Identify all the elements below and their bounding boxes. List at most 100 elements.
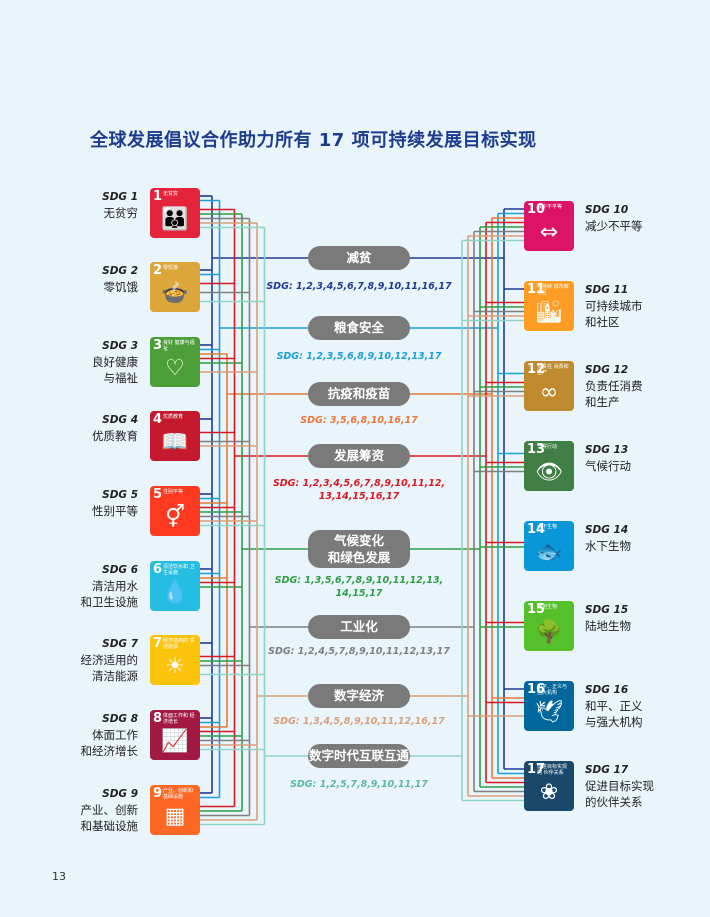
- sdg-name: 负责任消费 和生产: [585, 379, 643, 409]
- tile-name: 优质教育: [163, 414, 184, 420]
- tile-name: 可持续 城市和社区: [537, 284, 569, 296]
- sdg-number: SDG 10: [585, 204, 629, 216]
- area-pill: 数字经济: [308, 684, 410, 708]
- tile-name: 无贫穷: [163, 191, 179, 197]
- sdg-15-label: SDG 15 陆地生物: [585, 602, 675, 634]
- area-pill: 减贫: [308, 246, 410, 270]
- sdg-name: 清洁用水 和卫生设施: [80, 579, 139, 609]
- sdg-number: SDG 15: [585, 604, 629, 616]
- sdg-13-icon: 👁: [535, 460, 563, 485]
- sdg-15-tile: 15 陆地生物 🌳: [524, 601, 574, 651]
- sdg-6-label: SDG 6 清洁用水 和卫生设施: [58, 562, 139, 610]
- area-pill: 粮食安全: [308, 316, 410, 340]
- sdg-8-icon: 📈: [161, 729, 189, 754]
- tile-name: 良好 健康与福祉: [163, 340, 195, 352]
- area-sdg-list: SDG: 1,2,3,4,5,6,7,8,9,10,11,12, 13,14,1…: [272, 478, 446, 502]
- area-sdg-list: SDG: 1,2,3,5,6,8,9,10,12,13,17: [276, 351, 442, 362]
- sdg-1-label: SDG 1 无贫穷: [58, 189, 138, 221]
- tile-name: 体面工作和 经济增长: [163, 713, 195, 725]
- sdg-8-tile: 8 体面工作和 经济增长 📈: [150, 710, 200, 760]
- sdg-name: 减少不平等: [585, 219, 643, 233]
- tile-number: 13: [527, 442, 546, 457]
- sdg-1-icon: 👪: [161, 207, 189, 232]
- sdg-13-label: SDG 13 气候行动: [585, 442, 675, 474]
- tile-name: 陆地生物: [537, 604, 558, 610]
- sdg-number: SDG 8: [102, 713, 138, 725]
- tile-number: 7: [153, 636, 163, 651]
- sdg-3-label: SDG 3 良好健康 与福祉: [58, 338, 138, 386]
- sdg-number: SDG 14: [585, 524, 629, 536]
- tile-number: 17: [527, 762, 546, 777]
- tile-name: 性别平等: [163, 489, 184, 495]
- sdg-16-icon: 🕊: [535, 700, 563, 725]
- sdg-7-tile: 7 经济适用的 清洁能源 ☀: [150, 635, 200, 685]
- sdg-11-icon: 🏙: [535, 300, 563, 325]
- tile-name: 清洁饮水和 卫生设施: [163, 564, 195, 576]
- sdg-number: SDG 5: [102, 489, 138, 501]
- sdg-14-tile: 14 水下生物 🐟: [524, 521, 574, 571]
- sdg-12-icon: ∞: [539, 380, 559, 405]
- sdg-number: SDG 13: [585, 444, 629, 456]
- sdg-6-icon: 💧: [161, 580, 189, 605]
- tile-name: 产业、创新和 基础设施: [163, 788, 194, 800]
- sdg-name: 体面工作 和经济增长: [80, 728, 139, 758]
- sdg-8-label: SDG 8 体面工作 和经济增长: [58, 711, 139, 759]
- area-sdg-list: SDG: 1,3,5,6,7,8,9,10,11,12,13, 14,15,17: [274, 575, 444, 599]
- sdg-12-label: SDG 12 负责任消费 和生产: [585, 362, 675, 410]
- sdg-number: SDG 7: [102, 638, 138, 650]
- sdg-4-label: SDG 4 优质教育: [58, 412, 138, 444]
- tile-number: 3: [153, 338, 163, 353]
- sdg-11-tile: 11 可持续 城市和社区 🏙: [524, 281, 574, 331]
- sdg-name: 无贫穷: [103, 206, 139, 220]
- sdg-number: SDG 6: [102, 564, 138, 576]
- sdg-number: SDG 11: [585, 284, 629, 296]
- sdg-name: 水下生物: [585, 539, 631, 553]
- sdg-14-icon: 🐟: [535, 540, 563, 565]
- page-number: 13: [52, 870, 66, 883]
- sdg-name: 和平、正义 与强大机构: [585, 699, 643, 729]
- sdg-15-icon: 🌳: [535, 620, 563, 645]
- sdg-6-tile: 6 清洁饮水和 卫生设施 💧: [150, 561, 200, 611]
- tile-name: 零饥饿: [163, 265, 179, 271]
- sdg-10-icon: ⇔: [539, 220, 559, 245]
- area-sdg-list: SDG: 1,2,5,7,8,9,10,11,17: [290, 779, 428, 790]
- sdg-11-label: SDG 11 可持续城市 和社区: [585, 282, 675, 330]
- sdg-7-label: SDG 7 经济适用的 清洁能源: [58, 636, 139, 684]
- sdg-9-label: SDG 9 产业、创新 和基础设施: [58, 786, 139, 834]
- tile-number: 15: [527, 602, 546, 617]
- tile-number: 12: [527, 362, 546, 377]
- sdg-10-label: SDG 10 减少不平等: [585, 202, 675, 234]
- sdg-number: SDG 17: [585, 764, 629, 776]
- sdg-number: SDG 16: [585, 684, 629, 696]
- tile-number: 2: [153, 263, 163, 278]
- sdg-12-tile: 12 负责任 消费和生产 ∞: [524, 361, 574, 411]
- sdg-17-icon: ❀: [539, 780, 559, 805]
- tile-number: 14: [527, 522, 546, 537]
- sdg-13-tile: 13 气候行动 👁: [524, 441, 574, 491]
- sdg-name: 促进目标实现 的伙伴关系: [585, 779, 654, 809]
- sdg-4-tile: 4 优质教育 📖: [150, 411, 200, 461]
- sdg-name: 经济适用的 清洁能源: [80, 653, 139, 683]
- tile-number: 4: [153, 412, 163, 427]
- tile-name: 经济适用的 清洁能源: [163, 638, 195, 650]
- sdg-3-icon: ♡: [165, 356, 185, 381]
- area-pill: 工业化: [308, 615, 410, 639]
- area-pill: 发展筹资: [308, 444, 410, 468]
- sdg-name: 陆地生物: [585, 619, 631, 633]
- tile-number: 1: [153, 189, 163, 204]
- sdg-name: 性别平等: [92, 504, 138, 518]
- sdg-number: SDG 1: [102, 191, 138, 203]
- tile-name: 减少不平等: [537, 204, 563, 210]
- sdg-5-tile: 5 性别平等 ⚥: [150, 486, 200, 536]
- sdg-7-icon: ☀: [165, 654, 185, 679]
- area-sdg-list: SDG: 3,5,6,8,10,16,17: [300, 415, 418, 426]
- sdg-number: SDG 9: [102, 788, 138, 800]
- tile-number: 9: [153, 786, 163, 801]
- tile-name: 负责任 消费和生产: [537, 364, 569, 376]
- sdg-name: 零饥饿: [103, 280, 139, 294]
- tile-number: 16: [527, 682, 546, 697]
- tile-number: 10: [527, 202, 546, 217]
- area-pill: 气候变化 和绿色发展: [308, 530, 410, 568]
- sdg-3-tile: 3 良好 健康与福祉 ♡: [150, 337, 200, 387]
